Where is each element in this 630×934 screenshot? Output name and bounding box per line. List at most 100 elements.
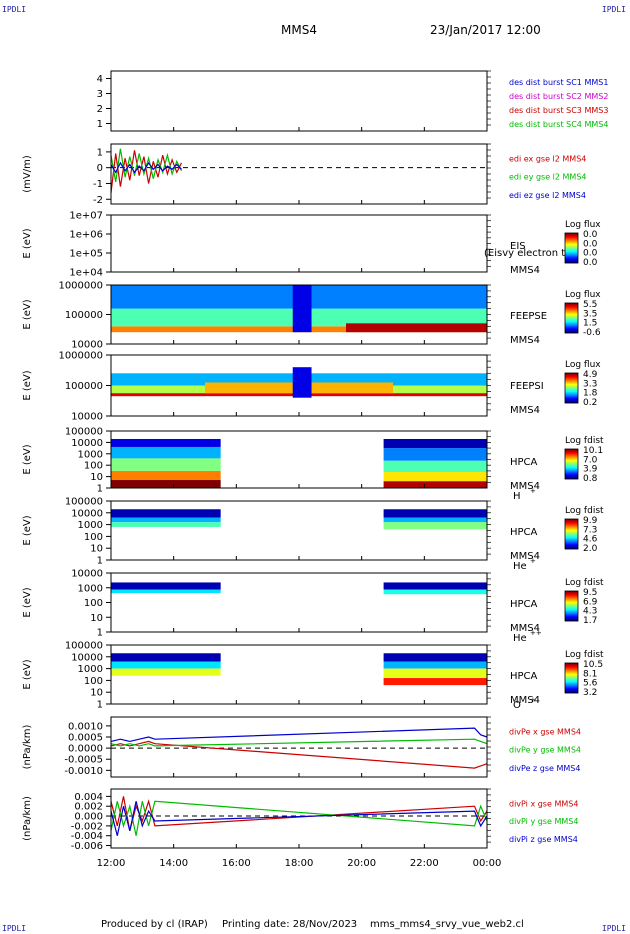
p5-colorbar-segment <box>565 399 578 401</box>
p2-ytick-label: -1 <box>93 179 103 190</box>
p11-ytick-label: 0.004 <box>74 792 103 803</box>
p11-series-line <box>110 800 488 836</box>
corner-label-top-left: IPDLI <box>2 5 27 14</box>
p5-ylabel: E (eV) <box>22 370 33 400</box>
p6-colorbar-segment <box>565 459 578 461</box>
p8-colorbar-segment <box>565 611 578 613</box>
p6-spectrogram-block <box>383 481 487 488</box>
p10-ytick-label: 0.0005 <box>68 733 103 744</box>
p7-colorbar-segment <box>565 525 578 527</box>
p2-legend-entry: edi ey gse l2 MMS4 <box>509 173 587 182</box>
p9-colorbar-segment <box>565 668 578 670</box>
p11-ytick-label: 0.002 <box>74 802 103 813</box>
p5-colorbar-segment <box>565 380 578 382</box>
p9-colorbar-segment <box>565 665 578 667</box>
p7-colorbar-segment <box>565 533 578 535</box>
p3-colorbar-segment <box>565 244 578 246</box>
p7-colorbar-segment <box>565 527 578 529</box>
p4-colorbar-segment <box>565 308 578 310</box>
p3-spacecraft-label: MMS4 <box>510 265 540 276</box>
p6-colorbar-segment <box>565 463 578 465</box>
p6-ytick-label: 100 <box>84 461 103 472</box>
p3-ytick-label: 1e+07 <box>69 211 103 222</box>
p3-colorbar-tick: 0.0 <box>583 249 598 259</box>
p4-colorbar-segment <box>565 331 578 333</box>
p7-ylabel: E (eV) <box>22 515 33 545</box>
p9-colorbar-segment <box>565 688 578 690</box>
p5-colorbar-segment <box>565 397 578 399</box>
p8-ytick-label: 1000 <box>78 583 103 594</box>
p4-colorbar-segment <box>565 313 578 315</box>
p6-colorbar-segment <box>565 453 578 455</box>
p10-legend-entry: divPe y gse MMS4 <box>509 746 581 755</box>
p4-colorbar-segment <box>565 321 578 323</box>
p4-colorbar-segment <box>565 330 578 332</box>
p5-colorbar-segment <box>565 388 578 390</box>
p6-species-charge: + <box>530 487 536 495</box>
p6-colorbar-tick: 7.0 <box>583 455 598 465</box>
p7-colorbar-segment <box>565 534 578 536</box>
p9-colorbar-segment <box>565 680 578 682</box>
time-axis-label: 20:00 <box>347 858 376 869</box>
p7-colorbar-frame <box>564 518 579 550</box>
p7-colorbar-segment <box>565 532 578 534</box>
p9-ylabel: E (eV) <box>22 659 33 689</box>
p3-colorbar-segment <box>565 242 578 244</box>
p2-ytick-label: 1 <box>97 147 103 158</box>
p3-overlay-text: (Eisvy electron to <box>484 248 571 259</box>
p4-ylabel: E (eV) <box>22 299 33 329</box>
p5-colorbar-segment <box>565 398 578 400</box>
p7-ytick-label: 100 <box>84 532 103 543</box>
p4-colorbar-segment <box>565 311 578 313</box>
p9-spectrogram-block <box>383 678 487 686</box>
p4-colorbar-segment <box>565 312 578 314</box>
p10-series-line <box>110 740 488 769</box>
p4-spectrogram-block <box>292 285 312 333</box>
p8-ytick-label: 1 <box>97 628 103 639</box>
p9-colorbar-segment <box>565 667 578 669</box>
p3-frame <box>110 214 488 273</box>
p6-colorbar-segment <box>565 455 578 457</box>
p7-species-charge: + <box>530 557 536 565</box>
p9-colorbar-tick: 8.1 <box>583 669 597 679</box>
p9-colorbar-segment <box>565 679 578 681</box>
p6-colorbar-segment <box>565 477 578 479</box>
p8-colorbar-segment <box>565 620 578 622</box>
p3-colorbar-segment <box>565 237 578 239</box>
p11-legend-entry: divPi x gse MMS4 <box>509 799 578 808</box>
p8-colorbar-segment <box>565 603 578 605</box>
p3-ytick-label: 1e+06 <box>69 230 103 241</box>
p6-ytick-label: 100000 <box>65 427 103 438</box>
p4-colorbar-segment <box>565 306 578 308</box>
p7-spectrogram-block <box>383 509 487 518</box>
p9-spectrogram-block <box>111 661 221 669</box>
p9-colorbar-segment <box>565 673 578 675</box>
p8-ytick-label: 10000 <box>71 569 103 580</box>
p4-colorbar-segment <box>565 326 578 328</box>
p2-series-line <box>110 161 182 174</box>
p5-colorbar-segment <box>565 400 578 402</box>
p7-colorbar-segment <box>565 544 578 546</box>
p3-colorbar-segment <box>565 235 578 237</box>
p10-ytick-label: -0.0010 <box>64 766 103 777</box>
corner-label-bottom-left: IPDLI <box>2 924 27 933</box>
p8-spectrogram-block <box>111 589 221 594</box>
p2-ytick-label: -2 <box>93 195 103 206</box>
p3-colorbar-segment <box>565 258 578 260</box>
p8-colorbar-segment <box>565 598 578 600</box>
p6-colorbar-segment <box>565 451 578 453</box>
p11-ytick-label: 0.000 <box>74 812 103 823</box>
p7-ytick-label: 1 <box>97 556 103 567</box>
p1-legend-entry: des dist burst SC4 MMS4 <box>509 120 608 129</box>
p5-colorbar-segment <box>565 382 578 384</box>
p6-spectrogram-block <box>111 480 221 488</box>
p9-ytick-label: 100000 <box>65 641 103 652</box>
p5-colorbar-segment <box>565 391 578 393</box>
p6-colorbar-tick: 3.9 <box>583 465 598 475</box>
p5-instrument-label: FEEPSI <box>510 381 544 392</box>
p8-colorbar-segment <box>565 602 578 604</box>
p7-colorbar-segment <box>565 547 578 549</box>
p3-colorbar-segment <box>565 260 578 262</box>
p5-colorbar-segment <box>565 386 578 388</box>
p4-colorbar-segment <box>565 318 578 320</box>
